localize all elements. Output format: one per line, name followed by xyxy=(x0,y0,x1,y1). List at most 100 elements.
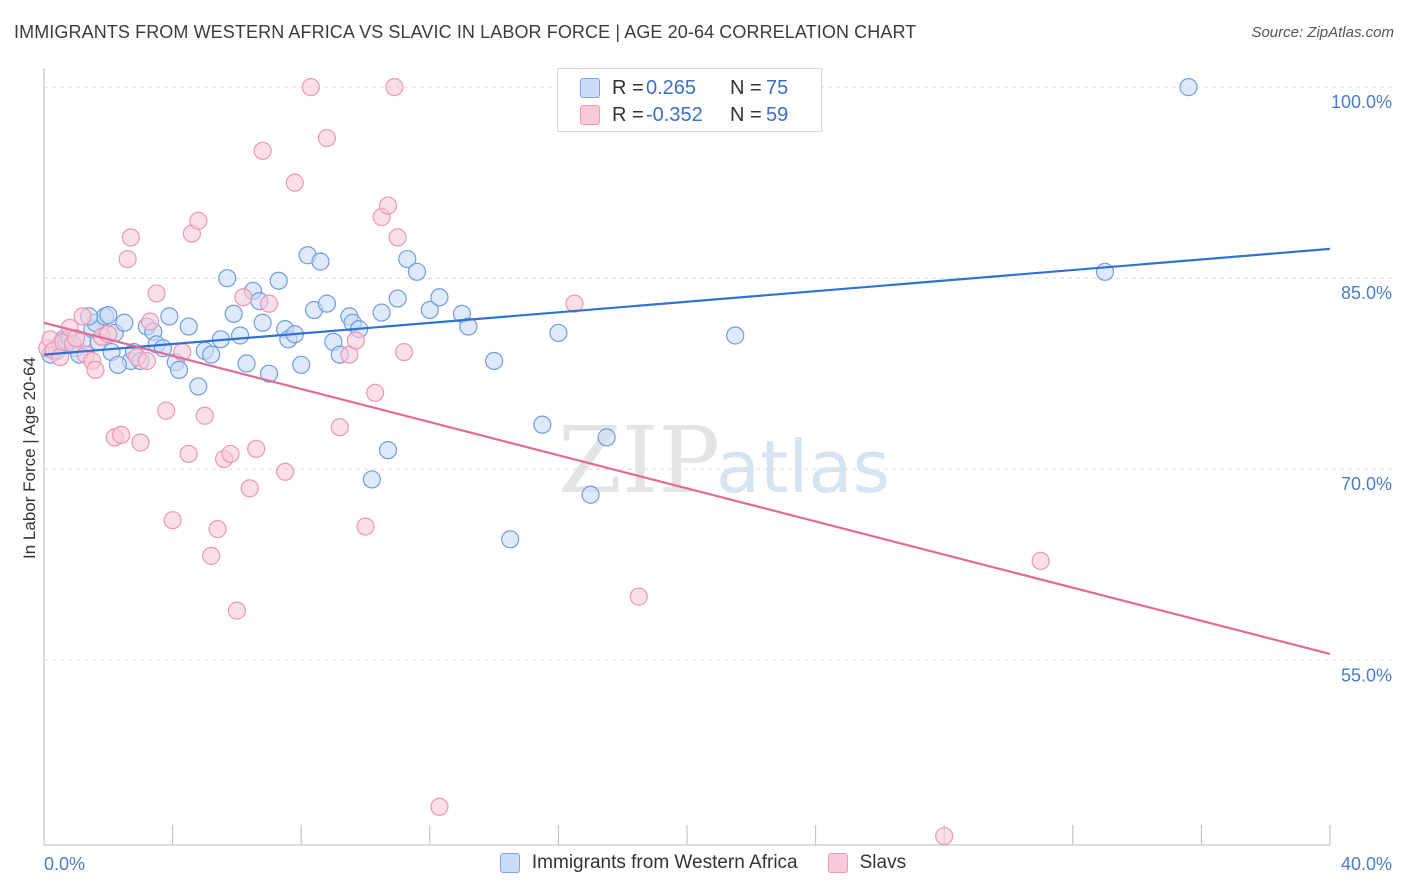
slavs-point xyxy=(121,228,140,247)
western-africa-point xyxy=(317,294,337,313)
r-label: R = xyxy=(612,103,644,126)
western-africa-point xyxy=(179,317,198,336)
western-africa-point xyxy=(407,262,427,281)
y-tick-label: 70.0% xyxy=(1341,474,1392,494)
slavs-point xyxy=(629,587,648,606)
western-africa-point xyxy=(311,252,330,271)
slavs-point xyxy=(86,360,105,379)
blue-swatch xyxy=(499,853,520,873)
slavs-point xyxy=(356,517,375,536)
western-africa-point xyxy=(533,415,552,434)
western-africa-point xyxy=(224,304,243,323)
slavs-point xyxy=(317,128,337,148)
western-africa-point xyxy=(501,530,520,549)
legend-label: Slavs xyxy=(859,852,907,873)
western-africa-point xyxy=(218,269,237,288)
western-africa-point xyxy=(269,271,288,290)
slavs-point xyxy=(259,294,279,313)
slavs-point xyxy=(163,511,182,530)
western-africa-point xyxy=(372,303,391,322)
western-africa-point xyxy=(1179,78,1198,97)
slavs-point xyxy=(253,141,272,160)
y-tick-label: 100.0% xyxy=(1331,92,1392,112)
western-africa-point xyxy=(169,360,189,379)
source-label: Source: ZipAtlas.com xyxy=(1251,24,1394,41)
series-legend: Immigrants from Western Africa Slavs xyxy=(0,852,1406,874)
y-tick-label: 55.0% xyxy=(1341,665,1392,685)
slavs-trendline xyxy=(43,321,1331,655)
pink-swatch xyxy=(827,853,848,873)
blue-swatch xyxy=(580,78,600,98)
stats-legend: R = 0.265 N = 75 R = -0.352 N = 59 xyxy=(557,68,822,132)
n-value: 75 xyxy=(766,76,789,99)
western-africa-point xyxy=(108,355,128,374)
western-africa-point xyxy=(189,377,208,396)
western-africa-point xyxy=(253,313,272,332)
slavs-point xyxy=(301,78,320,97)
western-africa-point xyxy=(99,306,118,325)
slavs-point xyxy=(73,307,92,326)
slavs-point xyxy=(276,462,295,481)
legend-item-western-africa: Immigrants from Western Africa xyxy=(499,852,798,874)
western-africa-point xyxy=(420,300,439,320)
chart-title: IMMIGRANTS FROM WESTERN AFRICA VS SLAVIC… xyxy=(14,22,917,42)
slavs-point xyxy=(140,312,160,331)
western-africa-point xyxy=(378,441,398,460)
western-africa-trendline xyxy=(43,247,1331,356)
legend-label: Immigrants from Western Africa xyxy=(531,852,798,873)
western-africa-point xyxy=(292,355,311,374)
slavs-point xyxy=(285,173,304,192)
x-tick-label: 0.0% xyxy=(44,854,85,874)
slavs-point xyxy=(189,211,208,230)
slavs-point xyxy=(50,348,70,367)
slavs-point xyxy=(118,249,137,269)
slavs-point xyxy=(208,520,227,539)
western-africa-point xyxy=(581,485,600,504)
slavs-point xyxy=(195,406,214,425)
r-value: 0.265 xyxy=(646,76,697,99)
n-value: 59 xyxy=(766,103,789,126)
slavs-point xyxy=(202,546,221,565)
n-label: N = xyxy=(730,103,762,126)
slavs-point xyxy=(221,444,240,464)
watermark-atlas: atlas xyxy=(716,425,890,509)
slavs-point xyxy=(147,284,166,303)
slavs-point xyxy=(935,826,954,846)
western-africa-point xyxy=(597,428,616,447)
slavs-point xyxy=(378,196,398,215)
r-value: -0.352 xyxy=(646,103,703,126)
western-africa-point xyxy=(459,317,478,336)
slavs-point xyxy=(1031,551,1050,571)
y-tick-label: 85.0% xyxy=(1341,283,1392,303)
western-africa-point xyxy=(362,470,382,489)
r-label: R = xyxy=(612,76,644,99)
western-africa-point xyxy=(160,307,179,326)
western-africa-point xyxy=(202,345,221,364)
slavs-point xyxy=(240,479,259,498)
slavs-point xyxy=(430,797,449,816)
western-africa-point xyxy=(398,249,417,269)
slavs-point xyxy=(565,294,584,313)
western-africa-point xyxy=(549,323,568,343)
legend-item-slavs: Slavs xyxy=(827,852,907,874)
slavs-point xyxy=(179,444,198,464)
slavs-point xyxy=(157,401,176,420)
slavs-point xyxy=(227,601,246,620)
slavs-point xyxy=(67,328,86,348)
slavs-point xyxy=(234,288,253,307)
western-africa-point xyxy=(237,354,256,373)
western-africa-point xyxy=(726,326,745,345)
slavs-point xyxy=(247,439,266,458)
slavs-point xyxy=(394,342,414,362)
stats-legend-row-western-africa: R = 0.265 N = 75 xyxy=(580,75,788,101)
slavs-point xyxy=(137,351,156,371)
western-africa-point xyxy=(485,351,504,371)
slavs-point xyxy=(131,433,150,452)
stats-legend-row-slavs: R = -0.352 N = 59 xyxy=(580,102,788,128)
x-tick-label: 40.0% xyxy=(1341,854,1392,874)
slavs-point xyxy=(388,228,407,247)
western-africa-point xyxy=(430,288,449,307)
slavs-point xyxy=(385,78,404,97)
slavs-point xyxy=(112,425,131,444)
